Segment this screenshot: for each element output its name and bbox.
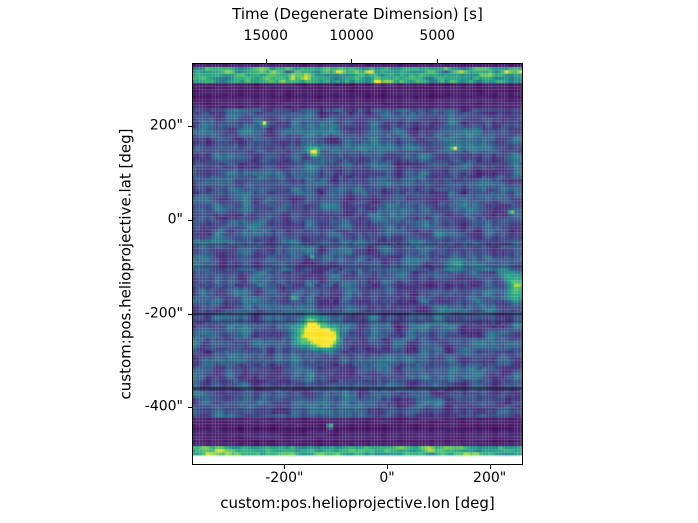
heatmap-image [193, 64, 522, 464]
plot-area [192, 63, 523, 465]
tick-label: 200" [473, 470, 507, 486]
tick-label: -200" [265, 470, 304, 486]
tick-mark [188, 313, 192, 315]
left-tick-marks [188, 63, 192, 465]
tick-label: 0" [167, 211, 183, 228]
tick-label: 0" [379, 470, 395, 486]
tick-label: -200" [144, 305, 183, 322]
tick-mark [188, 407, 192, 409]
tick-mark [284, 465, 286, 469]
tick-mark [265, 59, 267, 63]
tick-label: 5000 [419, 28, 456, 44]
top-tick-marks [192, 59, 523, 63]
bottom-tick-marks [192, 465, 523, 469]
bottom-tick-labels: -200" 0" 200" [192, 470, 523, 487]
tick-mark [351, 59, 353, 63]
left-tick-labels: 200" 0" -200" -400" [0, 63, 185, 465]
tick-mark [437, 59, 439, 63]
bottom-axis-label: custom:pos.helioprojective.lon [deg] [220, 494, 495, 512]
tick-label: 200" [149, 117, 183, 134]
tick-mark [387, 465, 388, 469]
tick-label: 15000 [243, 28, 289, 44]
top-tick-labels: 15000 10000 5000 [192, 28, 523, 45]
tick-mark [489, 465, 491, 469]
tick-label: -400" [144, 398, 183, 415]
tick-label: 10000 [329, 28, 374, 44]
tick-mark [188, 126, 192, 128]
top-axis-label: Time (Degenerate Dimension) [s] [232, 5, 483, 23]
tick-mark [188, 219, 192, 221]
